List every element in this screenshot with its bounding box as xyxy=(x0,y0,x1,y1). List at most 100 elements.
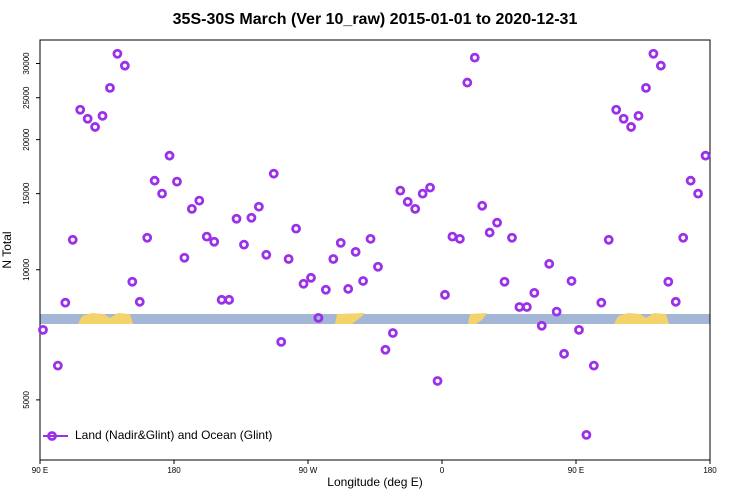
point xyxy=(492,217,502,228)
point xyxy=(97,110,108,121)
point xyxy=(417,188,428,199)
point xyxy=(75,104,86,115)
point xyxy=(142,232,153,243)
y-tick-label: 25000 xyxy=(22,86,31,109)
point xyxy=(693,188,703,199)
point xyxy=(655,60,666,71)
point xyxy=(499,276,510,287)
y-tick-label: 15000 xyxy=(22,182,31,205)
point xyxy=(685,175,696,186)
x-tick-label: 180 xyxy=(703,466,717,475)
y-tick-label: 10000 xyxy=(22,258,31,281)
point xyxy=(373,261,383,272)
point xyxy=(402,196,413,207)
x-tick-label: 90 E xyxy=(568,466,584,475)
point xyxy=(440,289,450,300)
x-axis-label: Longitude (deg E) xyxy=(327,475,422,489)
point xyxy=(261,249,272,260)
point xyxy=(350,246,361,257)
point xyxy=(239,239,249,250)
point xyxy=(134,296,145,307)
point xyxy=(477,200,488,211)
y-tick-label: 5000 xyxy=(22,390,31,408)
land xyxy=(335,313,365,324)
point xyxy=(633,110,644,121)
point xyxy=(313,312,324,323)
point xyxy=(283,254,294,264)
x-tick-label: 90 W xyxy=(299,466,318,475)
point xyxy=(670,296,681,307)
map-strip xyxy=(40,313,710,324)
point xyxy=(253,201,264,212)
point xyxy=(611,104,622,115)
point xyxy=(469,52,480,63)
point xyxy=(328,254,339,264)
point xyxy=(298,278,309,289)
point xyxy=(588,360,599,371)
point xyxy=(678,232,689,243)
point xyxy=(462,77,473,88)
point xyxy=(574,324,584,335)
point xyxy=(596,297,607,308)
point xyxy=(186,203,197,214)
point xyxy=(112,48,123,59)
point xyxy=(529,288,540,298)
point xyxy=(454,233,465,244)
point xyxy=(551,306,562,317)
point xyxy=(52,360,63,371)
point xyxy=(626,122,636,132)
point xyxy=(648,48,659,59)
x-tick-label: 90 E xyxy=(32,466,48,475)
point xyxy=(291,223,301,234)
point xyxy=(164,150,175,161)
point xyxy=(663,276,674,287)
point xyxy=(358,276,368,286)
point xyxy=(90,122,100,132)
point xyxy=(484,227,495,238)
point xyxy=(67,234,78,245)
chart-title: 35S-30S March (Ver 10_raw) 2015-01-01 to… xyxy=(173,11,578,28)
point xyxy=(380,344,391,355)
point xyxy=(432,376,443,386)
point xyxy=(618,113,629,124)
x-tick-label: 180 xyxy=(167,466,181,475)
point xyxy=(581,429,592,440)
point xyxy=(127,276,138,287)
land xyxy=(78,313,133,324)
point xyxy=(559,348,569,359)
point xyxy=(224,294,234,305)
land xyxy=(614,313,669,324)
point xyxy=(343,284,354,294)
point xyxy=(149,175,160,186)
point xyxy=(566,276,577,286)
point xyxy=(320,284,331,295)
point xyxy=(276,336,287,347)
point xyxy=(700,150,711,161)
point xyxy=(521,302,532,312)
legend-label: Land (Nadir&Glint) and Ocean (Glint) xyxy=(75,428,272,442)
y-tick-label: 20000 xyxy=(22,128,31,151)
ocean-strip xyxy=(40,314,710,324)
point xyxy=(544,258,555,269)
point xyxy=(38,324,48,335)
point xyxy=(105,82,115,93)
y-tick-label: 30000 xyxy=(22,52,31,75)
point xyxy=(172,176,182,187)
point xyxy=(507,232,517,243)
point xyxy=(268,168,279,179)
x-tick-label: 0 xyxy=(440,466,445,475)
point xyxy=(365,233,376,244)
point xyxy=(603,234,614,245)
point xyxy=(179,252,190,263)
point xyxy=(201,231,212,242)
point xyxy=(157,188,167,199)
point xyxy=(60,297,71,308)
point xyxy=(246,212,257,223)
point xyxy=(194,195,205,206)
point xyxy=(306,272,316,283)
plot-frame xyxy=(39,39,711,461)
point xyxy=(335,237,346,248)
point xyxy=(209,236,220,247)
